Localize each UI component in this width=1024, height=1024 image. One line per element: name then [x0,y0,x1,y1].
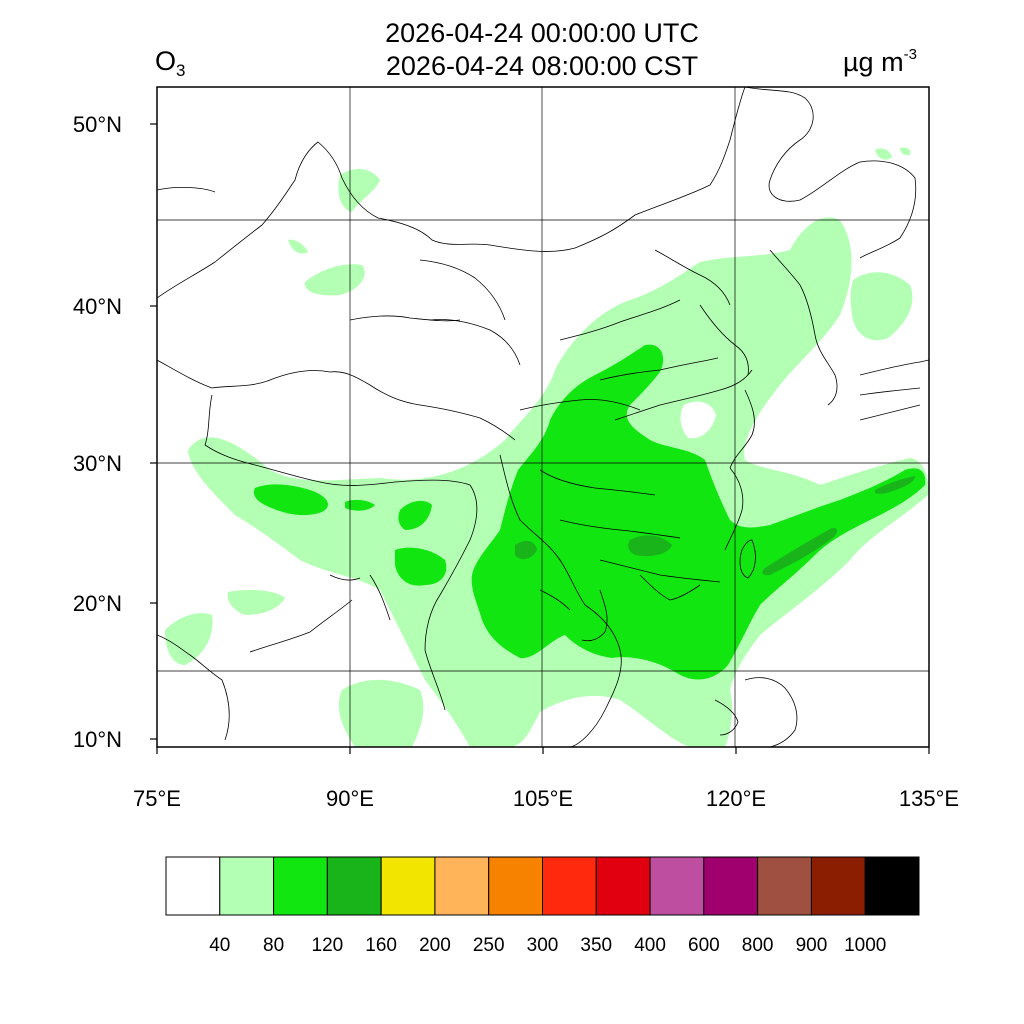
colorbar-label: 350 [580,935,612,956]
colorbar-swatch [542,856,597,916]
units-main: µg m [843,47,904,77]
colorbar-label: 160 [365,935,397,956]
colorbar-swatch [165,856,221,916]
colorbar-label: 800 [742,935,774,956]
species-label: O3 [155,46,185,81]
colorbar-label: 200 [419,935,451,956]
lon-tick-label: 120°E [706,786,766,811]
title-utc: 2026-04-24 00:00:00 UTC [385,18,699,48]
colorbar-label: 1000 [844,935,886,956]
colorbar-swatch [273,856,328,916]
colorbar-swatch [757,856,812,916]
colorbar-label: 900 [796,935,828,956]
colorbar [165,856,920,916]
species-subscript: 3 [176,61,186,80]
colorbar-labels: 40 80 120 160 200 250 300 350 400 600 800 900 1000 [209,935,886,956]
lat-tick-label: 50°N [73,112,122,137]
lat-tick-label: 30°N [73,451,122,476]
lon-tick-label: 75°E [133,786,181,811]
colorbar-swatch [810,856,866,916]
colorbar-swatch [219,856,275,916]
colorbar-label: 40 [209,935,230,956]
graticule-lines [157,87,929,747]
ozone-concentration-field [165,147,929,747]
colorbar-swatch [434,856,490,916]
lat-tick-label: 20°N [73,591,122,616]
units-superscript: -3 [903,46,917,63]
axis-tick-marks [150,123,930,754]
colorbar-label: 600 [688,935,720,956]
units-label: µg m-3 [843,46,917,78]
ozone-band-below-40 [680,381,828,439]
colorbar-label: 80 [263,935,284,956]
species-main: O [155,46,177,76]
colorbar-swatch [649,856,705,916]
colorbar-label: 120 [312,935,344,956]
ozone-band-80-120 [253,344,926,680]
lat-tick-label: 10°N [73,727,122,752]
colorbar-swatch [488,856,544,916]
colorbar-swatch [380,856,436,916]
colorbar-label: 300 [527,935,559,956]
colorbar-label: 250 [473,935,505,956]
axis-tick-labels: 75°E 90°E 105°E 120°E 135°E 50°N 40°N 30°N 20°N 1… [73,112,959,811]
colorbar-swatch [864,856,920,916]
lon-tick-label: 105°E [513,786,573,811]
ozone-band-120-160 [515,476,915,576]
lon-tick-label: 135°E [899,786,959,811]
lat-tick-label: 40°N [73,294,122,319]
lon-tick-label: 90°E [326,786,374,811]
colorbar-swatch [595,856,651,916]
colorbar-swatch [326,856,382,916]
colorbar-swatch [703,856,759,916]
colorbar-label: 400 [634,935,666,956]
title-cst: 2026-04-24 08:00:00 CST [385,51,699,81]
